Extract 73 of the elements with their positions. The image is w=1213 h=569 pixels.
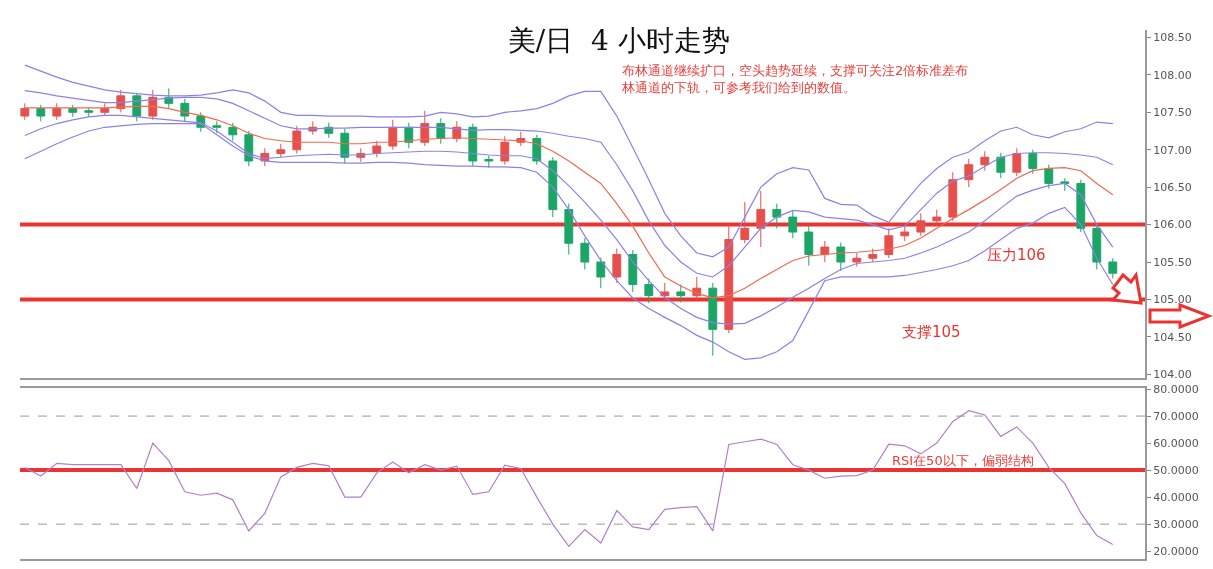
candlestick — [292, 125, 302, 154]
candlestick — [612, 248, 622, 284]
candlestick — [20, 102, 30, 121]
candlestick — [676, 283, 686, 303]
candlestick — [1012, 147, 1022, 177]
annotation: RSI在50以下，偏弱结构 — [892, 453, 1034, 468]
candlestick — [372, 140, 382, 158]
ref-line-label: 压力106 — [987, 246, 1046, 264]
candlestick — [596, 257, 606, 289]
y-tick-label: 108.50 — [1153, 31, 1192, 45]
candlestick — [756, 190, 766, 248]
candlestick — [932, 209, 942, 227]
line-series — [24, 410, 1114, 547]
candlestick — [916, 212, 926, 237]
y-tick-label: 30.0000 — [1153, 518, 1199, 531]
y-tick-label: 106.00 — [1153, 218, 1192, 232]
y-tick-label: 107.00 — [1153, 143, 1192, 157]
candlestick — [852, 252, 862, 267]
candlestick — [644, 277, 654, 304]
candlestick — [628, 249, 638, 293]
candlestick — [772, 203, 782, 229]
y-tick-label: 104.50 — [1153, 330, 1192, 344]
y-tick-label: 40.0000 — [1153, 490, 1199, 504]
y-tick-label: 80.0000 — [1153, 382, 1199, 396]
candlestick — [740, 201, 750, 244]
y-tick-label: 105.50 — [1153, 255, 1192, 269]
candlestick — [1060, 177, 1070, 192]
candlestick — [244, 130, 254, 167]
candlestick — [1028, 149, 1038, 175]
candlestick — [580, 237, 590, 270]
y-tick-label: 104.00 — [1153, 368, 1192, 382]
candlestick — [468, 123, 478, 167]
candlestick — [836, 242, 846, 272]
candlestick — [36, 104, 46, 122]
y-tick-label: 105.00 — [1153, 293, 1192, 307]
candlestick — [708, 282, 718, 357]
candlestick — [564, 203, 574, 256]
candlestick — [900, 224, 910, 242]
candlestick — [548, 156, 558, 218]
candlestick — [980, 150, 990, 172]
candlestick — [180, 98, 190, 122]
candlestick — [788, 210, 798, 239]
candlestick — [1044, 164, 1054, 190]
candlestick — [228, 122, 238, 142]
candlestick — [52, 102, 62, 121]
candlestick — [884, 227, 894, 259]
candlestick — [868, 248, 878, 263]
y-tick-label: 60.0000 — [1153, 436, 1199, 450]
line-series — [24, 105, 1114, 299]
y-tick-label: 50.0000 — [1153, 463, 1199, 477]
candlestick — [964, 158, 974, 188]
candlestick — [724, 224, 734, 334]
candlestick — [1108, 257, 1118, 279]
y-tick-label: 107.50 — [1153, 106, 1192, 120]
annotation: 布林通道继续扩口，空头趋势延续，支撑可关注2倍标准差布林通道的下轨，可参考我们给到的数值。 — [621, 63, 969, 95]
candlestick — [484, 155, 494, 169]
candlestick — [276, 143, 286, 158]
y-tick-label: 106.50 — [1153, 181, 1192, 195]
candlestick — [820, 240, 830, 263]
candlestick — [500, 135, 510, 166]
y-tick-label: 108.00 — [1153, 68, 1192, 82]
candlestick — [948, 171, 958, 222]
candlestick — [996, 152, 1006, 179]
candlestick — [1076, 179, 1086, 233]
chart-title: 美/日 4 小时走势 — [507, 23, 730, 57]
candlestick — [804, 225, 814, 267]
candlestick — [1092, 224, 1102, 270]
y-tick-label: 20.0000 — [1153, 545, 1199, 559]
candlestick — [660, 282, 670, 302]
candlestick — [84, 107, 94, 118]
y-tick-label: 70.0000 — [1153, 409, 1199, 423]
candlestick — [212, 120, 222, 134]
ref-line-label: 支撑105 — [902, 323, 961, 341]
